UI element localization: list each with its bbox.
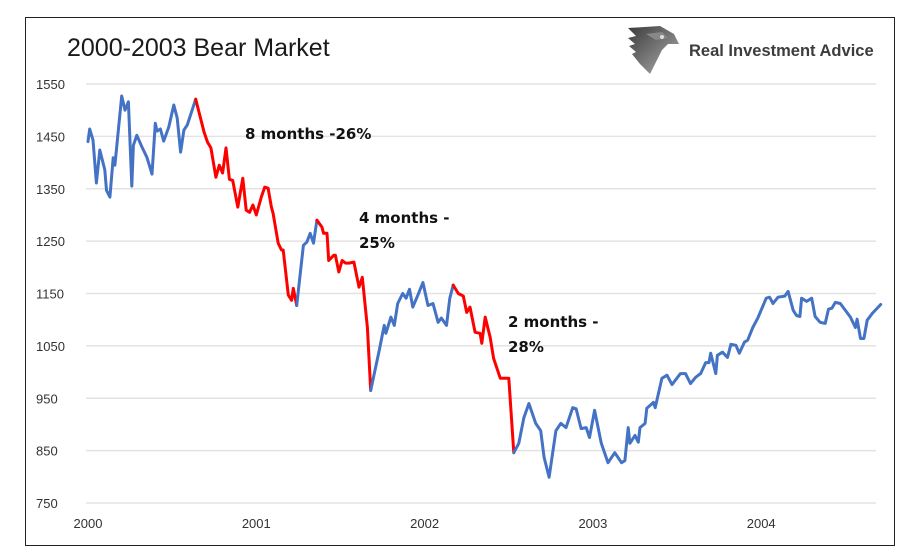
brand-name: Real Investment Advice [689,42,874,60]
x-tick-label: 2004 [747,516,776,531]
chart-frame [25,17,895,546]
x-tick-label: 2003 [578,516,607,531]
x-tick-label: 2001 [242,516,271,531]
index-line-segment [86,94,198,199]
annotation-label: 8 months -26% [245,125,371,143]
y-tick-label: 1050 [36,339,65,354]
decline-segment-line [451,283,516,455]
y-tick-label: 1550 [36,77,65,92]
x-tick-label: 2002 [410,516,439,531]
eagle-shield-icon [628,26,679,74]
y-tick-label: 1150 [36,287,64,302]
annotation-label: 2 months - [508,313,599,331]
y-tick-label: 1450 [36,129,65,144]
y-tick-label: 750 [36,496,58,511]
annotation-label: 28% [508,338,544,356]
annotation-label: 4 months - [359,209,450,227]
y-tick-label: 950 [36,391,58,406]
y-tick-label: 1350 [36,182,65,197]
y-tick-label: 1250 [36,234,65,249]
index-line-segment [512,289,883,479]
decline-segment-line [194,97,299,307]
x-tick-label: 2000 [74,516,103,531]
chart-title: 2000-2003 Bear Market [67,34,330,62]
y-tick-label: 850 [36,444,58,459]
index-line-segment [295,218,319,307]
annotation-label: 25% [359,234,395,252]
decline-segment-line [315,218,373,392]
index-line-segment [369,281,455,392]
